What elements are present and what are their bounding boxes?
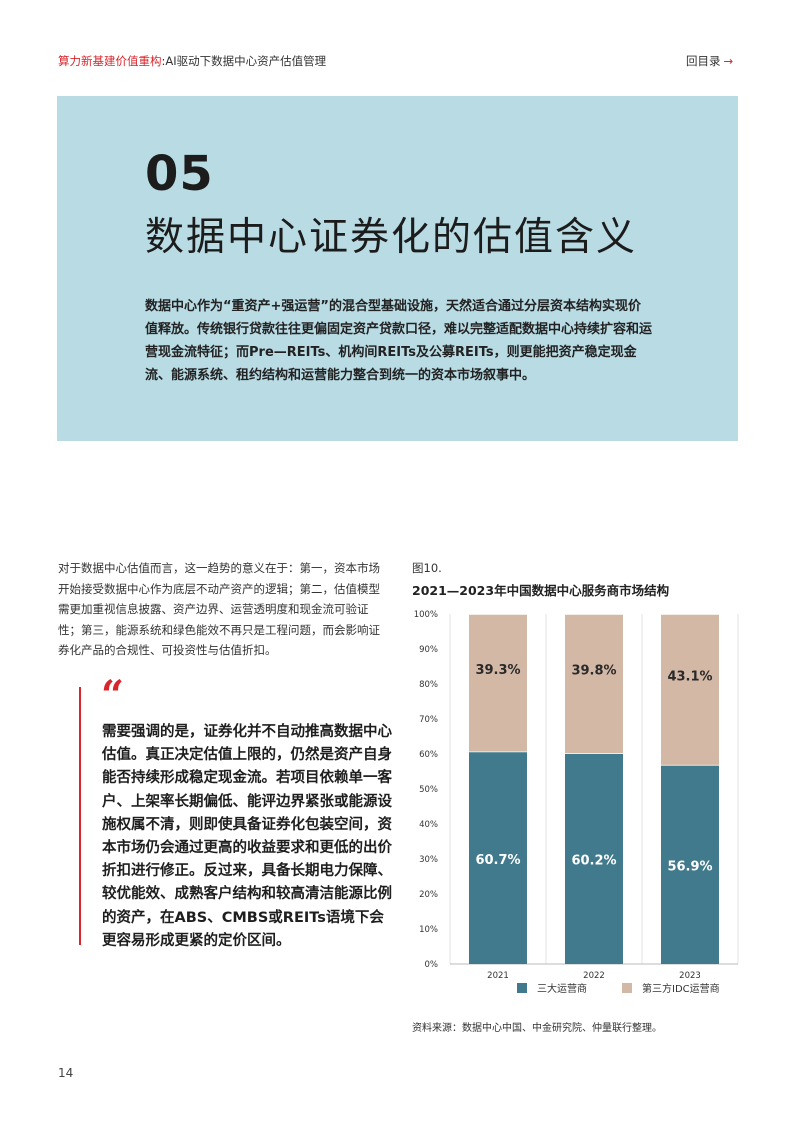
legend-label: 三大运营商 <box>537 982 587 995</box>
bar-segment <box>661 764 719 964</box>
data-label: 60.2% <box>571 854 616 869</box>
bar-segment <box>469 614 527 752</box>
report-title: 算力新基建价值重构 <box>58 54 162 68</box>
data-label: 39.8% <box>571 664 616 679</box>
running-header: 算力新基建价值重构:AI驱动下数据中心资产估值管理 <box>58 53 326 69</box>
section-number: 05 <box>145 146 214 202</box>
y-tick-label: 0% <box>425 960 439 970</box>
section-intro: 数据中心作为“重资产+强运营”的混合型基础设施，天然适合通过分层资本结构实现价值… <box>145 299 653 383</box>
legend-label: 第三方IDC运营商 <box>642 982 720 995</box>
body-paragraph: 对于数据中心估值而言，这一趋势的意义在于：第一，资本市场开始接受数据中心作为底层… <box>58 561 380 657</box>
back-to-contents-link[interactable]: 回目录 → <box>686 53 733 69</box>
arrow-right-icon[interactable]: → <box>723 54 734 68</box>
bar-segment <box>565 614 623 754</box>
y-tick-label: 10% <box>419 925 438 935</box>
pull-quote: 需要强调的是，证券化并不自动推高数据中心估值。真正决定估值上限的，仍然是资产自身… <box>102 724 392 949</box>
legend-swatch <box>517 983 527 993</box>
bar-segment <box>469 751 527 964</box>
legend-swatch <box>622 983 632 993</box>
section-title: 数据中心证券化的估值含义 <box>145 215 638 260</box>
bar-segment <box>565 753 623 964</box>
x-tick-label: 2023 <box>679 971 701 981</box>
figure-title: 2021—2023年中国数据中心服务商市场结构 <box>412 583 670 598</box>
y-tick-label: 80% <box>419 680 438 690</box>
data-label: 39.3% <box>475 663 520 678</box>
y-tick-label: 70% <box>419 715 438 725</box>
quote-mark-icon: “ <box>101 672 125 719</box>
figure-source: 资料来源：数据中心中国、中金研究院、仲量联行整理。 <box>412 1023 662 1034</box>
y-tick-label: 100% <box>414 610 438 620</box>
y-tick-label: 20% <box>419 890 438 900</box>
data-label: 60.7% <box>475 853 520 868</box>
y-tick-label: 30% <box>419 855 438 865</box>
quote-bar <box>79 687 81 945</box>
y-tick-label: 90% <box>419 645 438 655</box>
y-tick-label: 40% <box>419 820 438 830</box>
data-label: 56.9% <box>667 859 712 874</box>
y-tick-label: 60% <box>419 750 438 760</box>
y-tick-label: 50% <box>419 785 438 795</box>
x-tick-label: 2021 <box>487 971 509 981</box>
section-hero: 05 数据中心证券化的估值含义 数据中心作为“重资产+强运营”的混合型基础设施，… <box>57 96 738 441</box>
x-tick-label: 2022 <box>583 971 605 981</box>
page-number: 14 <box>58 1066 74 1080</box>
report-subtitle: :AI驱动下数据中心资产估值管理 <box>161 54 327 68</box>
figure-label: 图10. <box>412 561 442 575</box>
back-to-contents-label[interactable]: 回目录 <box>686 54 721 68</box>
market-structure-chart: 0% 10% 20% 30% 40% 50% 60% 70% 80% 90% 100% 60.7% 39… <box>414 610 739 995</box>
data-label: 43.1% <box>667 669 712 684</box>
bar-segment <box>661 614 719 765</box>
